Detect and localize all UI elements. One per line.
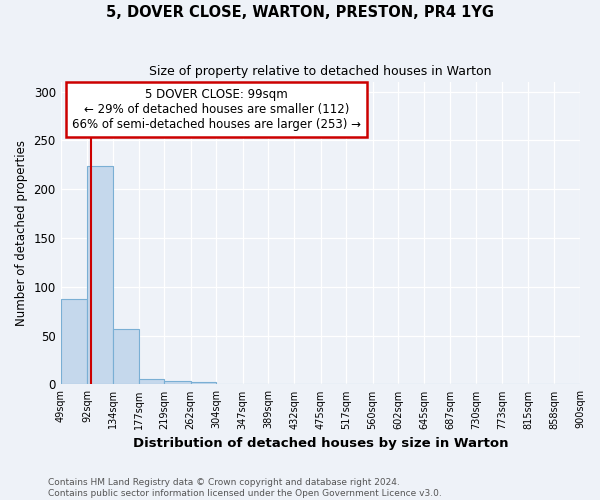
Bar [61,298,87,384]
Text: Contains HM Land Registry data © Crown copyright and database right 2024.
Contai: Contains HM Land Registry data © Crown c… [48,478,442,498]
X-axis label: Distribution of detached houses by size in Warton: Distribution of detached houses by size … [133,437,508,450]
Text: 5, DOVER CLOSE, WARTON, PRESTON, PR4 1YG: 5, DOVER CLOSE, WARTON, PRESTON, PR4 1YG [106,5,494,20]
Bar [164,380,191,384]
Bar [191,382,216,384]
Bar [87,166,113,384]
Bar [139,378,164,384]
Bar [113,329,139,384]
Text: 5 DOVER CLOSE: 99sqm
← 29% of detached houses are smaller (112)
66% of semi-deta: 5 DOVER CLOSE: 99sqm ← 29% of detached h… [72,88,361,131]
Y-axis label: Number of detached properties: Number of detached properties [15,140,28,326]
Title: Size of property relative to detached houses in Warton: Size of property relative to detached ho… [149,65,491,78]
